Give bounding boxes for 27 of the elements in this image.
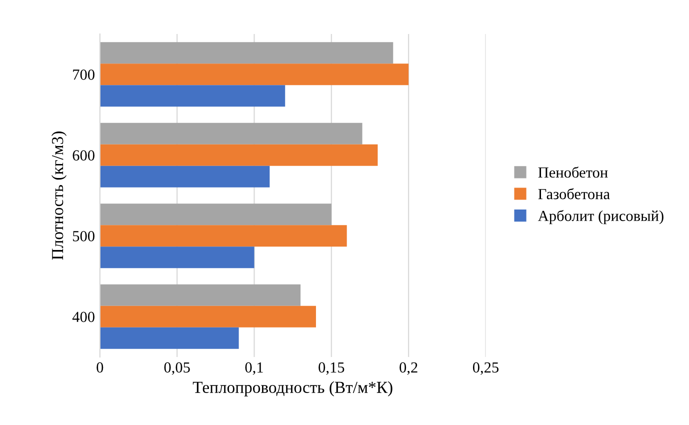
- legend-label: Газобетона: [538, 188, 610, 200]
- y-tick-label: 600: [72, 150, 94, 161]
- y-axis-title: Плотность (кг/м3): [51, 132, 67, 260]
- legend-label: Пенобетон: [538, 166, 608, 178]
- bar: [100, 204, 332, 226]
- x-tick-label: 0,15: [318, 362, 344, 375]
- bar: [100, 64, 409, 86]
- bar: [100, 284, 301, 306]
- bar: [100, 42, 394, 64]
- bar: [100, 246, 254, 268]
- y-tick-label: 500: [73, 231, 94, 242]
- y-tick-label: 400: [72, 312, 94, 322]
- bar: [100, 85, 286, 107]
- x-tick-label: 0,2: [400, 362, 418, 375]
- bar: [100, 144, 378, 166]
- bar: [100, 306, 316, 328]
- bar: [100, 327, 239, 349]
- x-tick-label: 0,05: [164, 362, 190, 375]
- x-tick-label: 0,1: [245, 362, 263, 375]
- x-tick-label: 0: [96, 362, 104, 373]
- legend-label: Арболит (рисовый): [538, 210, 664, 224]
- bar: [100, 166, 270, 188]
- bar: [100, 225, 347, 247]
- y-tick-label: 700: [73, 70, 94, 80]
- bar: [100, 122, 362, 144]
- x-axis-title: Теплопроводность (Вт/м*К): [192, 381, 392, 396]
- x-tick-label: 0,25: [472, 362, 499, 375]
